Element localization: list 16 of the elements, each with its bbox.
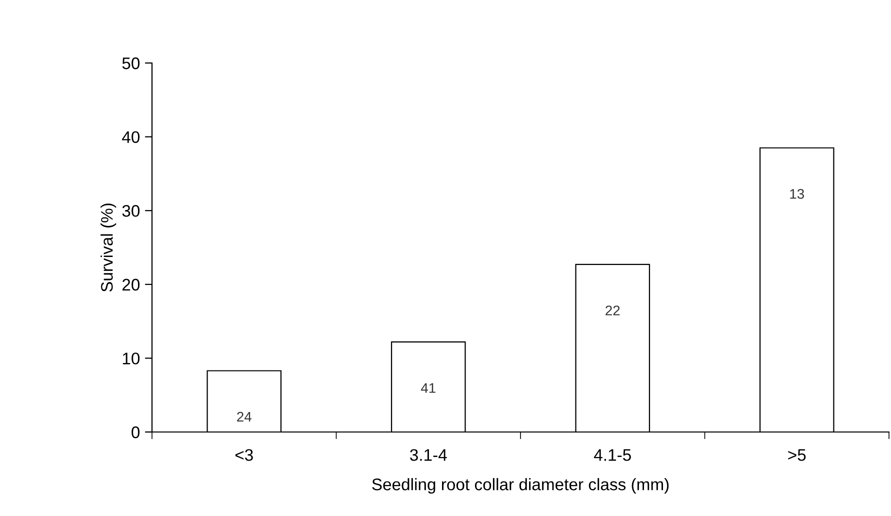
annotation: 22 (606, 306, 620, 316)
x-axis-title: Seedling root collar diameter class (mm) (372, 478, 669, 494)
y-tick-label: 0 (132, 426, 140, 438)
y-axis-title: Survival (%) (100, 204, 116, 292)
annotation: 13 (790, 188, 804, 199)
y-tick-label: 40 (122, 131, 140, 144)
y-tick-label: 20 (122, 278, 140, 291)
y-tick-label: 30 (122, 205, 140, 217)
annotation: 24 (237, 412, 252, 422)
y-tick-label: 50 (122, 57, 140, 70)
annotation: 41 (420, 383, 436, 393)
x-tick-label: >5 (788, 449, 806, 461)
x-tick-label: 4.1-5 (594, 449, 631, 461)
x-tick-label: 3.1-4 (410, 449, 447, 461)
x-tick-label: <3 (235, 449, 253, 461)
y-tick-label: 10 (122, 352, 140, 364)
